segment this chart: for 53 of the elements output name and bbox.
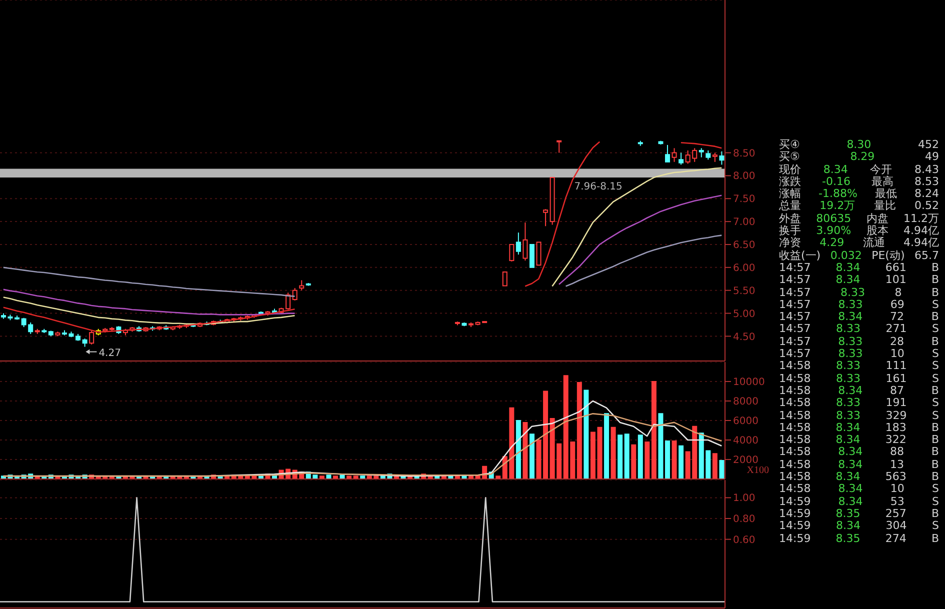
text: 14:59 8.34 53 S	[779, 494, 939, 508]
y-tick-label: 4000	[733, 436, 758, 447]
text: 14:57 8.34 72 B	[779, 310, 939, 324]
y-tick-label: 10000	[733, 377, 765, 388]
y-tick-label: 0.80	[733, 514, 756, 526]
band-label: 7.96-8.15	[574, 182, 622, 193]
text: 14:57 8.34 101 B	[779, 273, 939, 286]
y-tick-label: 4.50	[733, 332, 756, 343]
text: 涨幅 -1.88% 最低 8.24	[779, 187, 939, 200]
text: 14:58 8.34 563 B	[779, 470, 939, 484]
text: 14:57 8.33 10 S	[779, 347, 939, 360]
text: 14:58 8.33 111 S	[779, 359, 939, 372]
text: 14:58 8.33 329 S	[779, 408, 939, 422]
text: 14:57 8.33 8 B	[779, 286, 939, 299]
y-tick-label: 7.50	[733, 194, 756, 206]
text: 买⑤ 8.29 49	[779, 150, 939, 164]
y-tick-label: 0.60	[733, 534, 756, 546]
y-tick-label: 8.50	[733, 148, 756, 160]
y-tick-label: 6000	[733, 416, 758, 428]
text: 14:58 8.34 10 S	[779, 482, 939, 496]
text: 14:59 8.35 274 B	[779, 532, 939, 544]
text: 净资 4.29 流通 4.94亿	[779, 236, 939, 250]
text: 涨跌 -0.16 最高 8.53	[779, 174, 939, 188]
text: 14:58 8.33 161 S	[779, 372, 939, 385]
text: 14:59 8.35 257 B	[779, 506, 939, 520]
y-tick-label: 7.00	[733, 217, 756, 228]
text: 外盘 80635 内盘 11.2万	[779, 212, 939, 225]
y-tick-label: 6.50	[733, 240, 756, 252]
text: 收益(一) 0.032 PE(动) 65.7	[779, 248, 939, 262]
y-tick-label: 5.50	[733, 286, 756, 297]
text: 14:57 8.33 28 B	[779, 334, 939, 348]
text: 14:59 8.34 304 S	[779, 519, 939, 532]
text: 14:58 8.33 191 S	[779, 396, 939, 410]
text: 14:58 8.34 183 B	[779, 420, 939, 434]
text: 总量 19.2万 量比 0.52	[779, 199, 939, 212]
text: 现价 8.34 今开 8.43	[779, 162, 939, 176]
y-tick-label: 8.00	[733, 171, 756, 182]
text: 14:57 8.34 661 B	[779, 260, 939, 274]
y-tick-label: 5.00	[733, 308, 756, 320]
text: 14:58 8.34 88 B	[779, 445, 939, 458]
text: 买④ 8.30 452	[779, 138, 939, 151]
text: 14:57 8.33 271 S	[779, 322, 939, 336]
annotation: 4.27	[98, 348, 121, 359]
y-tick-label: 8000	[733, 396, 758, 408]
y-axis-title: X100	[746, 465, 769, 476]
text: 14:57 8.33 69 S	[779, 298, 939, 311]
text: 14:58 8.34 13 B	[779, 458, 939, 471]
y-tick-label: 1.00	[733, 493, 756, 504]
text: 14:58 8.34 87 B	[779, 384, 939, 397]
text: 换手 3.90% 股本 4.94亿	[779, 224, 939, 238]
y-tick-label: 2000	[733, 455, 758, 466]
text: 14:58 8.34 322 B	[779, 433, 939, 446]
y-tick-label: 6.00	[733, 262, 756, 274]
